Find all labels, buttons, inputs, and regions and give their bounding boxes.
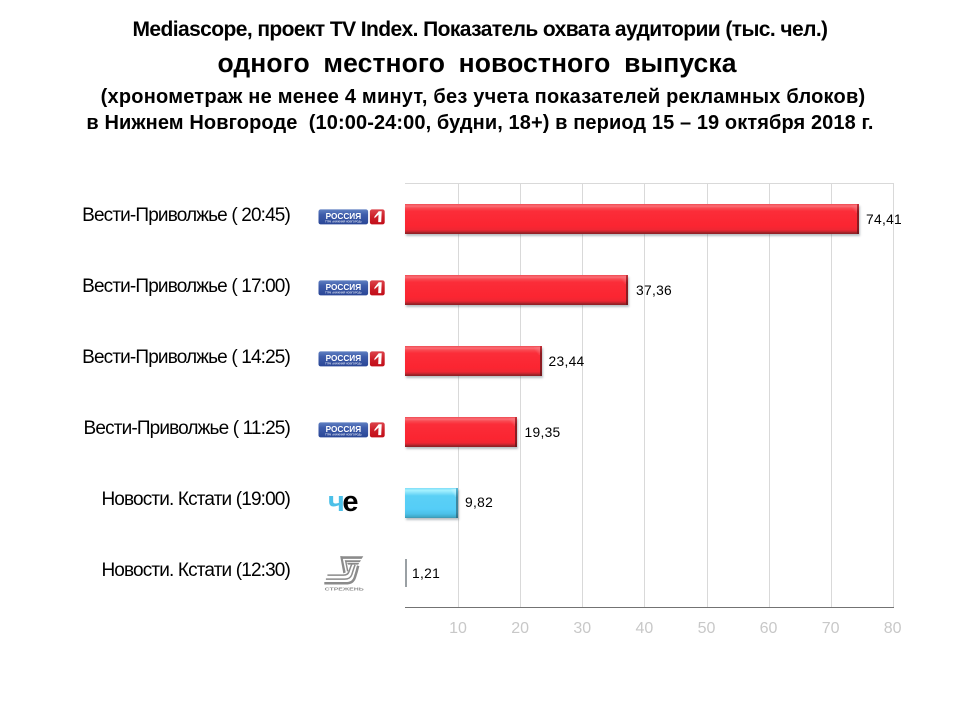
svg-text:РОССИЯ: РОССИЯ (326, 282, 362, 292)
svg-text:РОССИЯ: РОССИЯ (326, 353, 362, 363)
svg-text:ГТРК «НИЖНИЙ НОВГОРОД»: ГТРК «НИЖНИЙ НОВГОРОД» (325, 433, 363, 436)
svg-text:ГТРК «НИЖНИЙ НОВГОРОД»: ГТРК «НИЖНИЙ НОВГОРОД» (325, 362, 363, 365)
svg-text:РОССИЯ: РОССИЯ (326, 211, 362, 221)
svg-text:СТРЕЖЕНЬ: СТРЕЖЕНЬ (325, 587, 365, 592)
svg-text:ГТРК «НИЖНИЙ НОВГОРОД»: ГТРК «НИЖНИЙ НОВГОРОД» (325, 291, 363, 294)
svg-text:ГТРК «НИЖНИЙ НОВГОРОД»: ГТРК «НИЖНИЙ НОВГОРОД» (325, 220, 363, 223)
svg-text:РОССИЯ: РОССИЯ (326, 424, 362, 434)
